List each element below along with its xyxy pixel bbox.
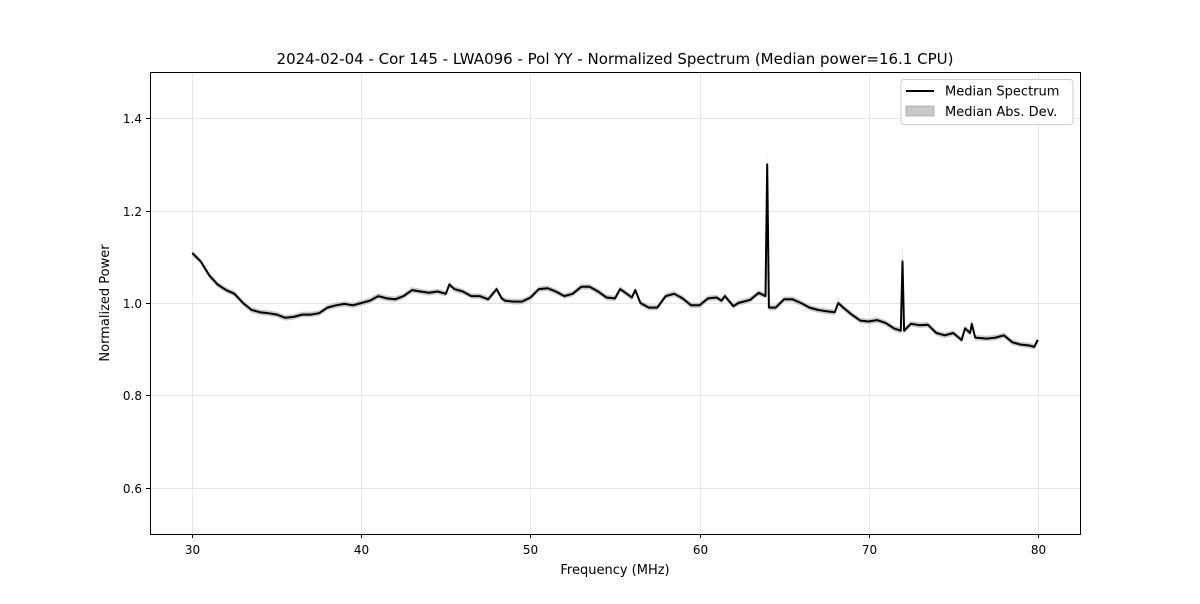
plot-frame xyxy=(150,72,1081,535)
grid xyxy=(150,72,1080,534)
y-tick-label: 0.8 xyxy=(123,389,142,403)
x-tick-label: 70 xyxy=(862,543,877,557)
x-tick-label: 80 xyxy=(1031,543,1046,557)
legend-label-median-spectrum: Median Spectrum xyxy=(945,85,1059,100)
median-spectrum-line xyxy=(191,163,1039,348)
legend-frame xyxy=(900,79,1074,125)
x-tick-label: 60 xyxy=(693,543,708,557)
x-tick-label: 30 xyxy=(185,543,200,557)
x-tick-label: 40 xyxy=(354,543,369,557)
y-axis-ticks: 0.6 0.8 1.0 1.2 1.4 xyxy=(123,112,150,496)
y-tick-label: 1.4 xyxy=(123,112,142,126)
x-axis-ticks: 30 40 50 60 70 80 xyxy=(185,534,1046,557)
median-abs-dev-band xyxy=(192,148,1038,350)
legend-band-swatch xyxy=(905,105,935,117)
y-tick-label: 1.0 xyxy=(123,297,142,311)
x-tick-label: 50 xyxy=(523,543,538,557)
y-axis-label: Normalized Power xyxy=(98,244,113,362)
x-axis-label: Frequency (MHz) xyxy=(560,563,669,578)
chart-title: 2024-02-04 - Cor 145 - LWA096 - Pol YY -… xyxy=(277,50,954,68)
legend: Median Spectrum Median Abs. Dev. xyxy=(900,79,1074,125)
y-tick-label: 0.6 xyxy=(123,482,142,496)
y-tick-label: 1.2 xyxy=(123,205,142,219)
legend-label-median-abs-dev: Median Abs. Dev. xyxy=(945,105,1057,120)
